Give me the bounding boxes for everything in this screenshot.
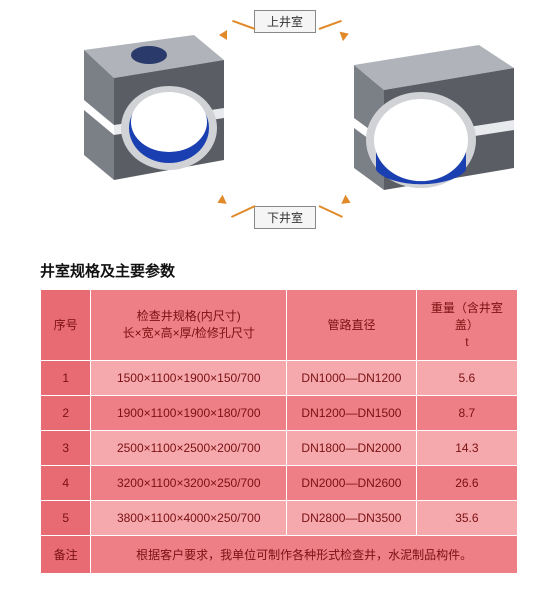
chamber-diagram: 上井室 下井室: [19, 10, 539, 240]
cell-spec: 3800×1100×4000×250/700: [91, 501, 287, 536]
cell-diameter: DN1800—DN2000: [287, 431, 417, 466]
cell-diameter: DN2800—DN3500: [287, 501, 417, 536]
cell-serial: 5: [41, 501, 91, 536]
col-spec-line2: 长×宽×高×厚/检修孔尺寸: [123, 326, 255, 340]
table-row: 11500×1100×1900×150/700DN1000—DN12005.6: [41, 361, 518, 396]
cell-diameter: DN1200—DN1500: [287, 396, 417, 431]
spec-table: 序号 检查井规格(内尺寸) 长×宽×高×厚/检修孔尺寸 管路直径 重量（含井室盖…: [40, 289, 518, 574]
col-weight-line1: 重量（含井室盖）: [431, 301, 503, 332]
cell-weight: 35.6: [416, 501, 517, 536]
cell-diameter: DN1000—DN1200: [287, 361, 417, 396]
col-diameter: 管路直径: [287, 290, 417, 361]
cell-diameter: DN2000—DN2600: [287, 466, 417, 501]
cell-serial: 3: [41, 431, 91, 466]
cell-spec: 3200×1100×3200×250/700: [91, 466, 287, 501]
table-row: 21900×1100×1900×180/700DN1200—DN15008.7: [41, 396, 518, 431]
cell-serial: 4: [41, 466, 91, 501]
cell-spec: 1900×1100×1900×180/700: [91, 396, 287, 431]
table-row: 32500×1100×2500×200/700DN1800—DN200014.3: [41, 431, 518, 466]
col-weight: 重量（含井室盖） t: [416, 290, 517, 361]
footer-label: 备注: [41, 536, 91, 574]
col-spec-line1: 检查井规格(内尺寸): [137, 309, 241, 323]
cell-serial: 2: [41, 396, 91, 431]
col-spec: 检查井规格(内尺寸) 长×宽×高×厚/检修孔尺寸: [91, 290, 287, 361]
footer-text: 根据客户要求，我单位可制作各种形式检查井，水泥制品构件。: [91, 536, 518, 574]
col-weight-line2: t: [465, 335, 468, 349]
section-title: 井室规格及主要参数: [40, 260, 548, 281]
cell-weight: 14.3: [416, 431, 517, 466]
bottom-chamber-label: 下井室: [254, 206, 316, 229]
top-chamber-label: 上井室: [254, 10, 316, 33]
cell-spec: 1500×1100×1900×150/700: [91, 361, 287, 396]
cell-serial: 1: [41, 361, 91, 396]
cell-weight: 8.7: [416, 396, 517, 431]
table-row: 43200×1100×3200×250/700DN2000—DN260026.6: [41, 466, 518, 501]
col-serial: 序号: [41, 290, 91, 361]
cell-weight: 5.6: [416, 361, 517, 396]
table-row: 53800×1100×4000×250/700DN2800—DN350035.6: [41, 501, 518, 536]
cell-spec: 2500×1100×2500×200/700: [91, 431, 287, 466]
cell-weight: 26.6: [416, 466, 517, 501]
upper-chamber-icon: [54, 30, 234, 200]
lower-chamber-icon: [329, 40, 529, 210]
